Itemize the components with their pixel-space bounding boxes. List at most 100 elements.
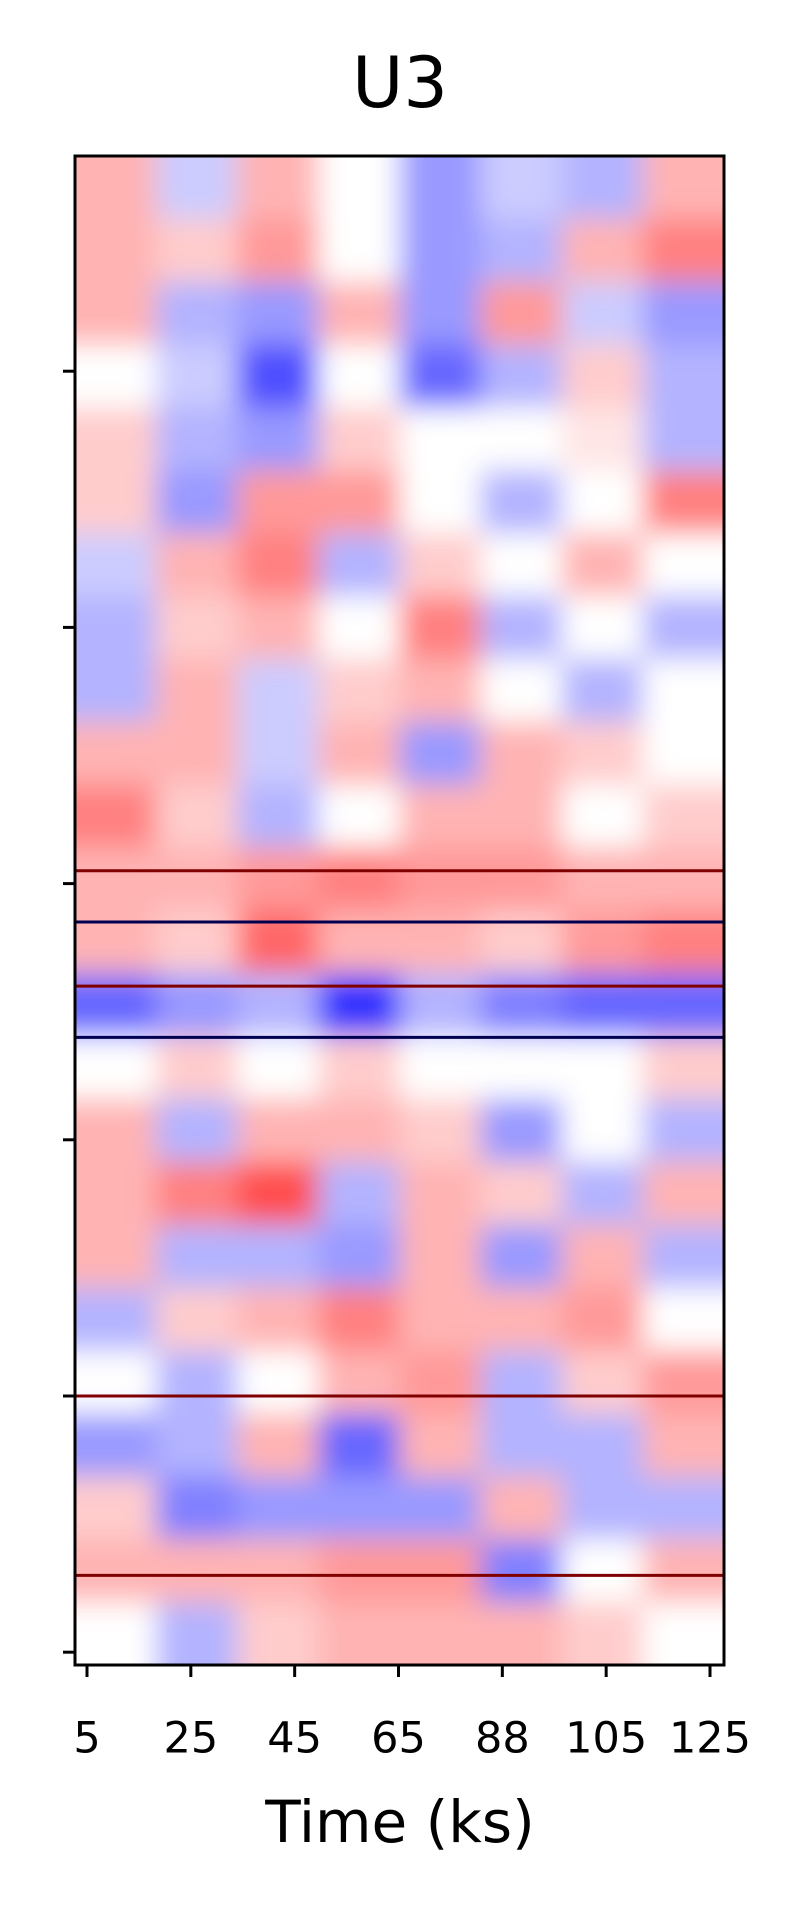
- heat-cell: [156, 784, 238, 849]
- heat-cell: [237, 596, 319, 660]
- heat-cell: [561, 1036, 644, 1100]
- heat-cell: [156, 973, 238, 1037]
- x-tick-label: 5: [73, 1714, 100, 1764]
- heat-cell: [399, 1099, 482, 1163]
- heat-cell: [480, 1224, 563, 1289]
- heat-cell: [642, 533, 724, 597]
- heat-cell: [399, 1350, 482, 1414]
- heat-cell: [75, 156, 157, 220]
- heat-cell: [561, 1476, 644, 1540]
- heat-cell: [642, 1036, 724, 1100]
- heat-cell: [642, 1224, 724, 1289]
- heat-cell: [156, 659, 238, 723]
- heat-cell: [237, 1287, 319, 1352]
- heat-cell: [318, 1350, 400, 1414]
- heat-cell: [318, 847, 400, 911]
- heat-cell: [480, 344, 563, 408]
- heat-cell: [399, 1036, 482, 1100]
- heat-cell: [75, 470, 157, 534]
- heat-cell: [237, 1036, 319, 1100]
- heat-cell: [318, 910, 400, 974]
- heat-cell: [642, 1602, 724, 1665]
- heat-cell: [318, 1602, 400, 1665]
- heat-cell: [318, 281, 400, 346]
- x-tick-label: 105: [565, 1714, 647, 1764]
- heat-cell: [399, 910, 482, 974]
- heat-cell: [480, 407, 563, 471]
- heat-cell: [237, 533, 319, 597]
- heat-cell: [561, 1224, 644, 1289]
- heat-cell: [480, 1476, 563, 1540]
- heat-cell: [561, 1539, 644, 1603]
- heat-cell: [237, 659, 319, 723]
- heat-cell: [237, 1413, 319, 1477]
- heat-cell: [399, 1602, 482, 1665]
- heat-cell: [642, 1350, 724, 1414]
- heat-cell: [75, 659, 157, 723]
- heat-cell: [156, 1476, 238, 1540]
- heat-cell: [156, 533, 238, 597]
- heat-cell: [237, 1162, 319, 1226]
- heat-cell: [156, 1287, 238, 1352]
- heat-cell: [399, 344, 482, 408]
- heat-cell: [399, 1162, 482, 1226]
- heat-cell: [75, 344, 157, 408]
- heat-cell: [75, 1602, 157, 1665]
- heat-cell: [642, 281, 724, 346]
- heat-cell: [318, 1539, 400, 1603]
- heat-cell: [642, 973, 724, 1037]
- heat-cell: [318, 1099, 400, 1163]
- heat-cell: [75, 281, 157, 346]
- heat-cell: [318, 784, 400, 849]
- heat-cell: [156, 281, 238, 346]
- heat-cell: [399, 847, 482, 911]
- heat-cell: [399, 470, 482, 534]
- heat-cell: [480, 470, 563, 534]
- heat-cell: [318, 1162, 400, 1226]
- heat-cell: [318, 470, 400, 534]
- heat-cell: [480, 1539, 563, 1603]
- heat-cell: [399, 218, 482, 283]
- heat-cell: [561, 1287, 644, 1352]
- heat-cell: [642, 470, 724, 534]
- heat-cell: [642, 407, 724, 471]
- heat-cell: [75, 533, 157, 597]
- heat-cell: [399, 1413, 482, 1477]
- heat-cell: [480, 1350, 563, 1414]
- heat-cell: [318, 344, 400, 408]
- heat-cell: [237, 721, 319, 786]
- heat-cell: [156, 910, 238, 974]
- heat-cell: [642, 218, 724, 283]
- heat-cell: [156, 1224, 238, 1289]
- x-tick-label: 45: [267, 1714, 322, 1764]
- heat-cell: [156, 721, 238, 786]
- heat-cell: [237, 910, 319, 974]
- heat-cell: [561, 407, 644, 471]
- x-tick-label: 25: [163, 1714, 218, 1764]
- heat-cell: [75, 1413, 157, 1477]
- heat-cell: [480, 533, 563, 597]
- heat-cell: [318, 1224, 400, 1289]
- heat-cell: [318, 533, 400, 597]
- heat-cell: [480, 784, 563, 849]
- heat-cell: [561, 156, 644, 220]
- heat-cell: [156, 1036, 238, 1100]
- heat-cell: [318, 1036, 400, 1100]
- heat-cell: [75, 910, 157, 974]
- heat-cell: [318, 407, 400, 471]
- heat-cell: [156, 1099, 238, 1163]
- x-tick-label: 125: [669, 1714, 751, 1764]
- heat-cell: [561, 470, 644, 534]
- heat-cell: [561, 1099, 644, 1163]
- heat-cell: [642, 847, 724, 911]
- heat-cell: [642, 1476, 724, 1540]
- heat-cell: [642, 1162, 724, 1226]
- heat-cell: [156, 218, 238, 283]
- chart-title: U3: [352, 42, 448, 124]
- heat-cell: [642, 596, 724, 660]
- heat-cell: [561, 533, 644, 597]
- heat-cell: [237, 470, 319, 534]
- heat-cell: [75, 596, 157, 660]
- heat-cell: [399, 533, 482, 597]
- heat-cell: [156, 470, 238, 534]
